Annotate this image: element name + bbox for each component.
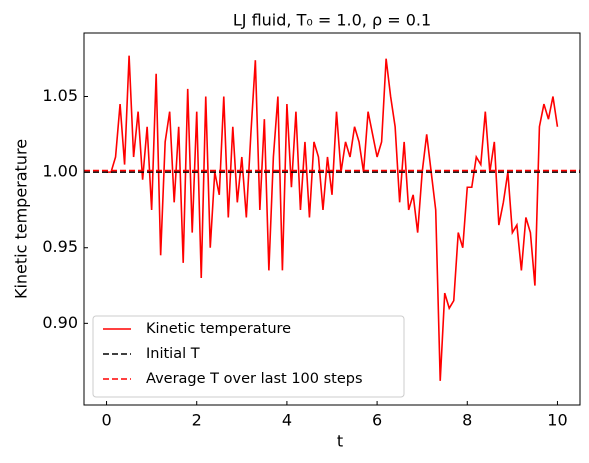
x-tick-label: 8 [462,411,472,430]
y-tick-label: 0.95 [42,237,78,256]
data-line [106,55,559,381]
axes-frame [83,32,581,406]
y-tick-label: 0.90 [42,313,78,332]
legend-label: Kinetic temperature [146,321,291,337]
legend-box [92,315,405,398]
x-tick-label: 0 [101,411,111,430]
legend-label: Average T over last 100 steps [146,371,363,387]
y-tick-label: 1.05 [42,86,78,105]
y-axis-label: Kinetic temperature [12,139,31,299]
x-tick-label: 10 [547,411,567,430]
y-tick-label: 1.00 [42,162,78,181]
x-tick-label: 2 [192,411,202,430]
x-tick-label: 6 [372,411,382,430]
legend-label: Initial T [146,346,200,362]
x-tick-label: 4 [282,411,292,430]
x-axis-label: t [337,432,343,451]
chart-title: LJ fluid, T₀ = 1.0, ρ = 0.1 [233,11,431,30]
plot-area [84,55,580,381]
